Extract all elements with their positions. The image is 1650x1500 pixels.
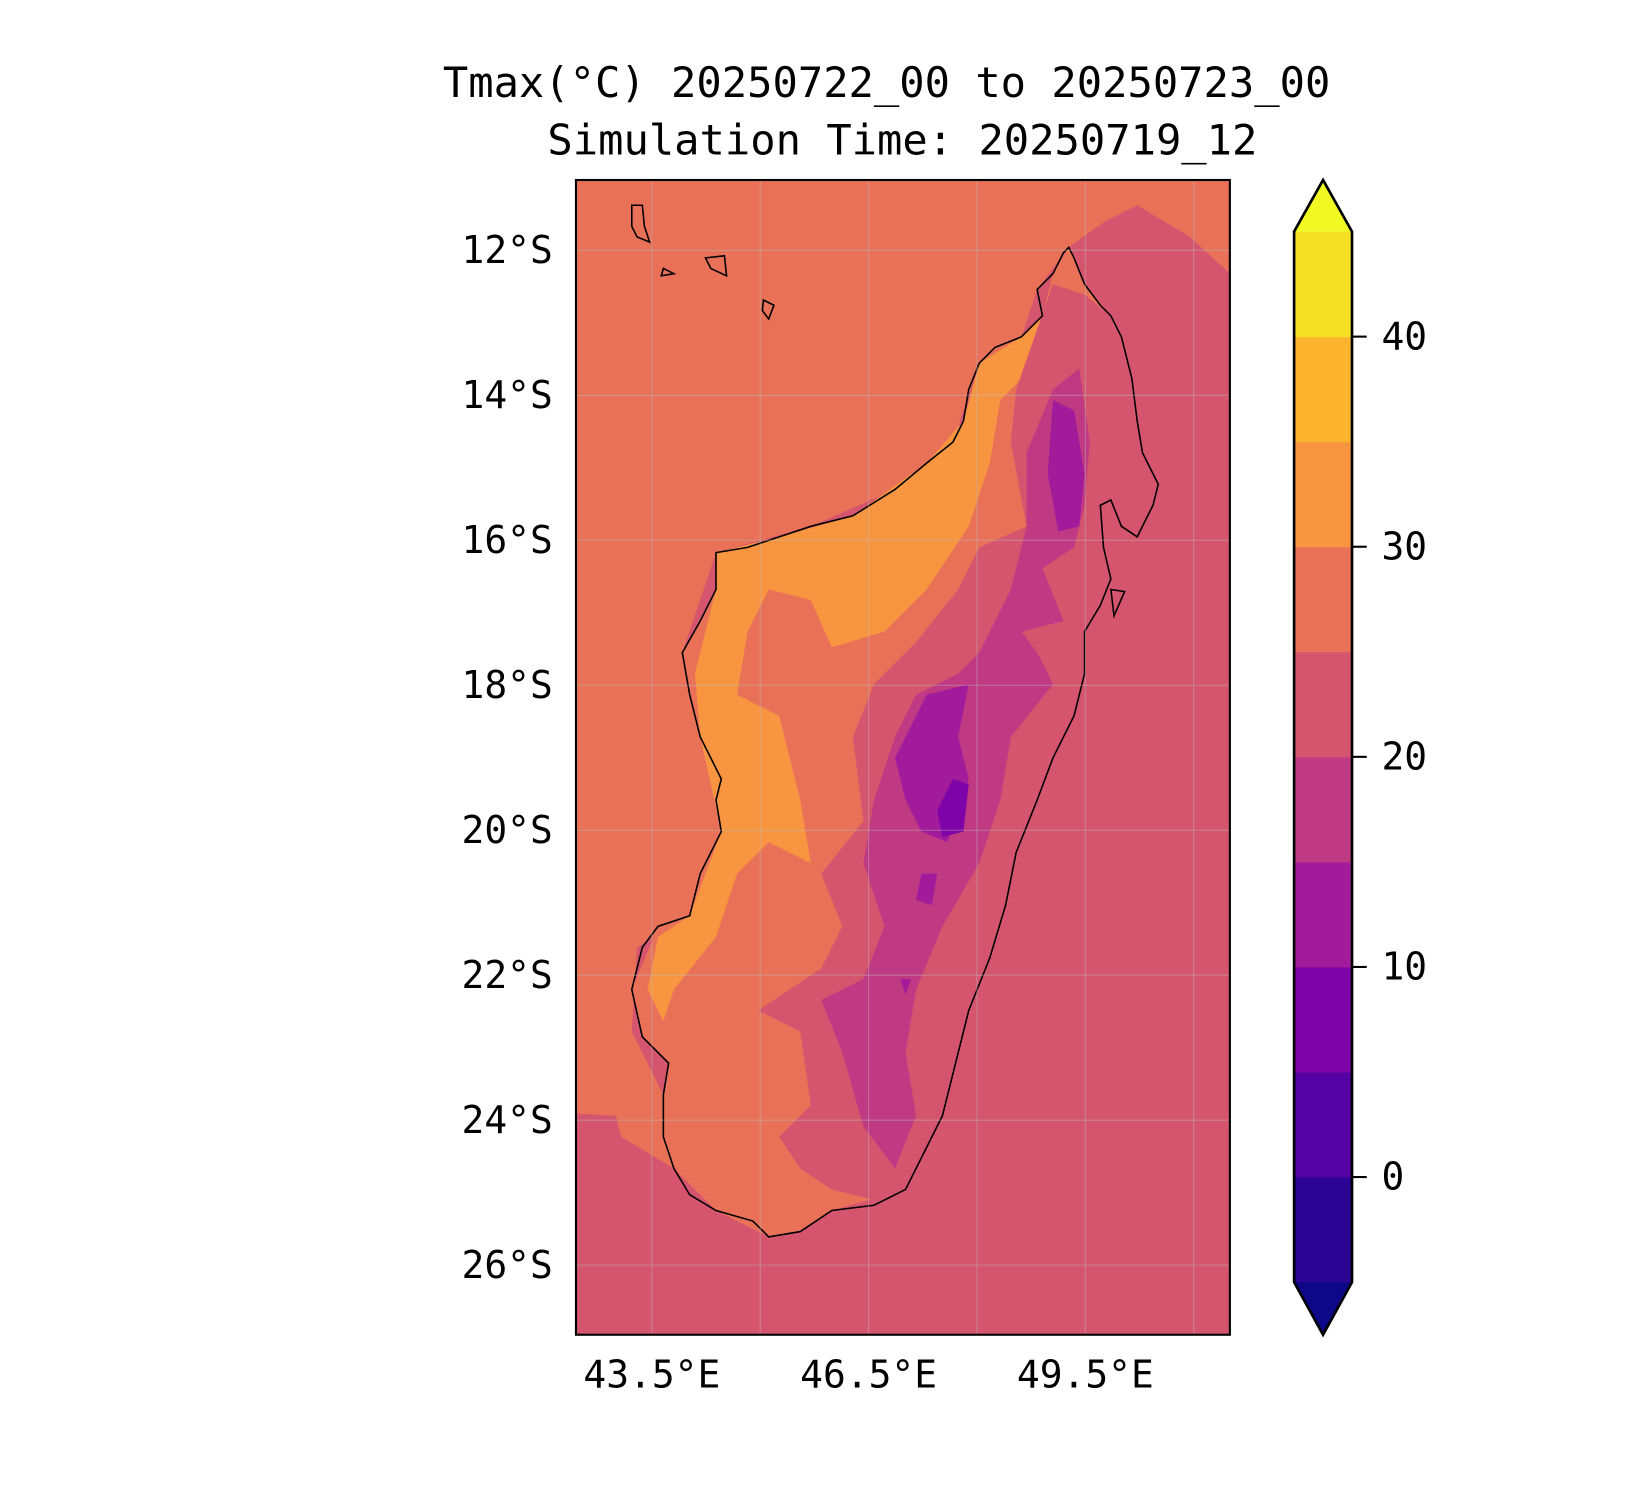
coastline xyxy=(630,204,1160,1238)
colorbar-band xyxy=(1294,861,1353,968)
colorbar-band xyxy=(1294,651,1353,758)
x-tick-label: 46.5°E xyxy=(800,1352,937,1396)
map-frame xyxy=(574,178,1231,1336)
colorbar-band xyxy=(1294,546,1353,653)
y-tick-label: 24°S xyxy=(462,1098,553,1142)
gridlines xyxy=(575,180,1230,1335)
colorbar-under-extend xyxy=(1294,1282,1353,1335)
colorbar-band xyxy=(1294,1177,1353,1283)
y-tick-label: 14°S xyxy=(462,373,553,417)
x-axis: 43.5°E 46.5°E 49.5°E xyxy=(583,1352,1153,1396)
colorbar-band xyxy=(1294,336,1353,443)
region-5-10 xyxy=(937,778,969,837)
colorbar-outline xyxy=(1292,177,1354,1338)
y-tick-label: 26°S xyxy=(462,1243,553,1287)
colorbar: 0 10 20 30 40 xyxy=(1292,177,1427,1338)
colorbar-band xyxy=(1294,231,1353,338)
chart-subtitle: Simulation Time: 20250719_12 xyxy=(547,116,1257,165)
map-area xyxy=(575,180,1230,1335)
y-tick-label: 18°S xyxy=(462,663,553,707)
x-tick-label: 49.5°E xyxy=(1017,1352,1154,1396)
ocean-25-30 xyxy=(575,180,1230,1169)
colorbar-tick-label: 40 xyxy=(1381,314,1427,358)
colorbar-tick-label: 30 xyxy=(1381,524,1427,568)
y-tick-label: 12°S xyxy=(462,228,553,272)
colorbar-band xyxy=(1294,966,1353,1073)
chart-title: Tmax(°C) 20250722_00 to 20250723_00 xyxy=(443,58,1330,107)
colorbar-band xyxy=(1294,1072,1353,1178)
y-tick-label: 16°S xyxy=(462,518,553,562)
colorbar-over-extend xyxy=(1294,180,1353,232)
colorbar-tick-label: 0 xyxy=(1381,1155,1404,1199)
colorbar-tick-label: 20 xyxy=(1381,734,1427,778)
region-30-35 xyxy=(647,315,1064,1022)
y-tick-label: 20°S xyxy=(462,808,553,852)
y-axis: 12°S 14°S 16°S 18°S 20°S 22°S 24°S 26°S xyxy=(462,228,553,1287)
region-10-15 xyxy=(895,400,1085,995)
y-tick-label: 22°S xyxy=(462,953,553,997)
colorbar-band xyxy=(1294,441,1353,548)
x-tick-label: 43.5°E xyxy=(583,1352,720,1396)
colorbar-band xyxy=(1294,756,1353,863)
colorbar-tick-label: 10 xyxy=(1381,945,1427,989)
